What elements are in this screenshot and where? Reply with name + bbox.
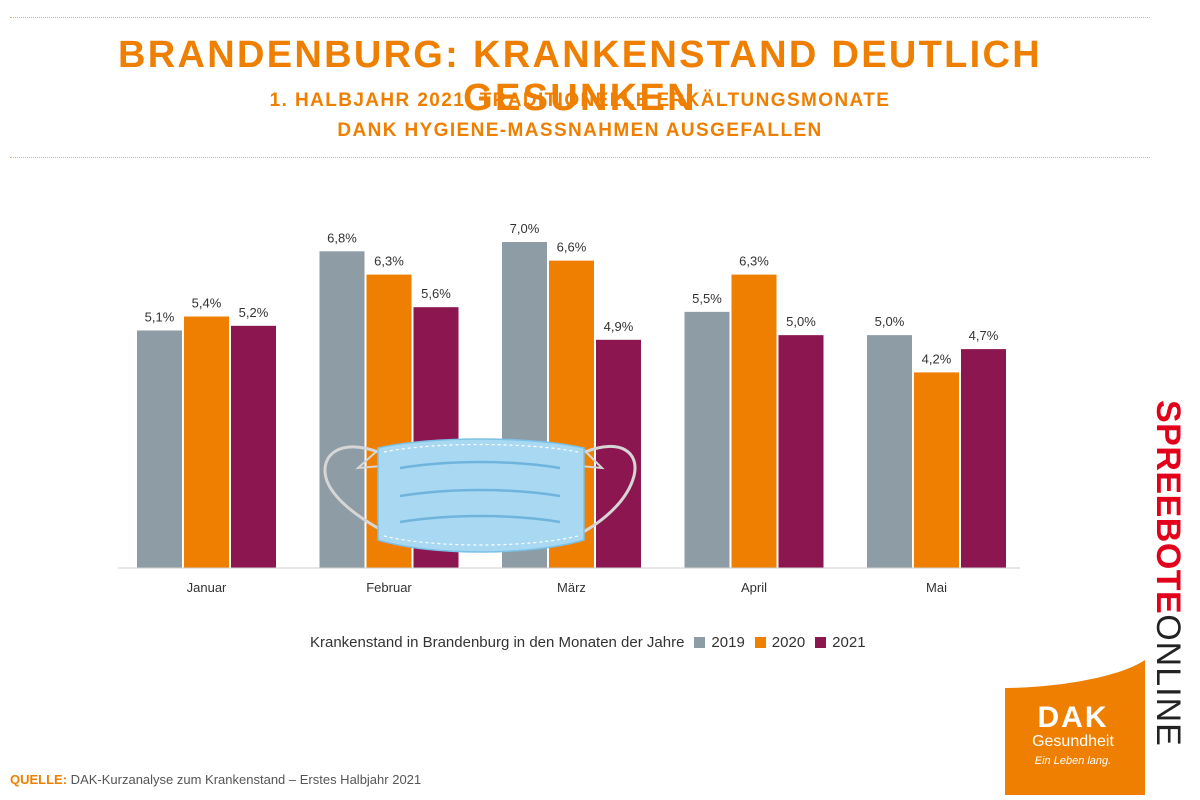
value-label-Januar-2019: 5,1% [145,309,175,324]
source-note: QUELLE: DAK-Kurzanalyse zum Krankenstand… [10,772,421,787]
bar-chart: 5,1% 5,4% 5,2% 6,8% 6,3% 5,6% 7,0% 6,6% 4,9% 5,5%… [118,221,1020,595]
spreebote-wordmark: SPREEBOTE [1149,400,1187,615]
bar-Januar-2021 [231,325,276,568]
category-label-Januar: Januar [187,580,227,595]
online-wordmark: ONLINE [1149,614,1187,747]
top-dotted-rule [10,17,1150,18]
category-label-Mai: Mai [926,580,947,595]
bar-Mai-2020 [914,372,959,568]
bar-April-2019 [684,311,730,568]
source-text: DAK-Kurzanalyse zum Krankenstand – Erste… [67,772,422,787]
value-label-April-2020: 6,3% [739,254,769,269]
legend-swatch-2021 [815,637,827,648]
legend-label-2021: 2021 [832,634,866,651]
bar-Januar-2020 [184,316,229,568]
category-label-Februar: Februar [366,580,412,595]
source-label: QUELLE: [10,772,68,787]
chart-legend: Krankenstand in Brandenburg in den Monat… [310,634,866,651]
value-label-April-2021: 5,0% [786,314,816,329]
legend-label-2019: 2019 [711,634,745,651]
value-label-März-2020: 6,6% [557,240,587,255]
value-label-Januar-2020: 5,4% [192,296,222,311]
dak-slogan: Ein Leben lang. [1034,755,1112,767]
value-label-Februar-2020: 6,3% [374,254,404,269]
value-label-Mai-2019: 5,0% [875,314,905,329]
legend-swatch-2020 [754,637,766,648]
dak-logo [1005,660,1145,795]
mask-body [377,438,585,553]
mask-right-strap [565,444,637,542]
bar-Mai-2019 [867,335,912,568]
value-label-Januar-2021: 5,2% [239,305,269,320]
value-label-März-2021: 4,9% [604,319,634,334]
value-label-März-2019: 7,0% [510,221,540,236]
spreebote-online-logo: SPREEBOTEONLINE [1149,400,1190,790]
bar-Januar-2019 [137,330,182,568]
subtitle-line-2: DANK HYGIENE-MASSNAHMEN AUSGEFALLEN [337,120,823,141]
bar-Februar-2019 [319,251,365,569]
value-label-April-2019: 5,5% [692,291,722,306]
category-label-April: April [741,580,767,595]
bar-Mai-2021 [961,349,1006,568]
bar-April-2020 [731,274,777,568]
legend-swatch-2019 [694,637,706,648]
category-label-März: März [557,580,586,595]
value-labels-group: 5,1% 5,4% 5,2% 6,8% 6,3% 5,6% 7,0% 6,6% 4,9% 5,5%… [145,221,999,366]
face-mask-illustration [323,438,637,553]
category-labels-group: Januar Februar März April Mai [187,580,947,595]
value-label-Februar-2019: 6,8% [327,230,357,245]
legend-label-2020: 2020 [771,634,806,651]
page-title: BRANDENBURG: KRANKENSTAND DEUTLICH GESUN… [117,34,1042,119]
dak-wordmark: DAK [1037,701,1109,734]
header-dotted-rule [10,157,1150,158]
value-label-Mai-2020: 4,2% [922,351,952,366]
dak-logo-text: DAK Gesundheit Ein Leben lang. [1012,701,1134,768]
legend-caption: Krankenstand in Brandenburg in den Monat… [310,634,685,651]
value-label-Mai-2021: 4,7% [969,328,999,343]
value-label-Februar-2021: 5,6% [421,286,451,301]
bar-April-2021 [778,335,824,568]
dak-name: Gesundheit [1032,733,1114,750]
subtitle-line-1: 1. HALBJAHR 2021: TRADITIONELLE ERKÄLTUN… [269,90,891,111]
bar-März-2021 [596,339,641,568]
